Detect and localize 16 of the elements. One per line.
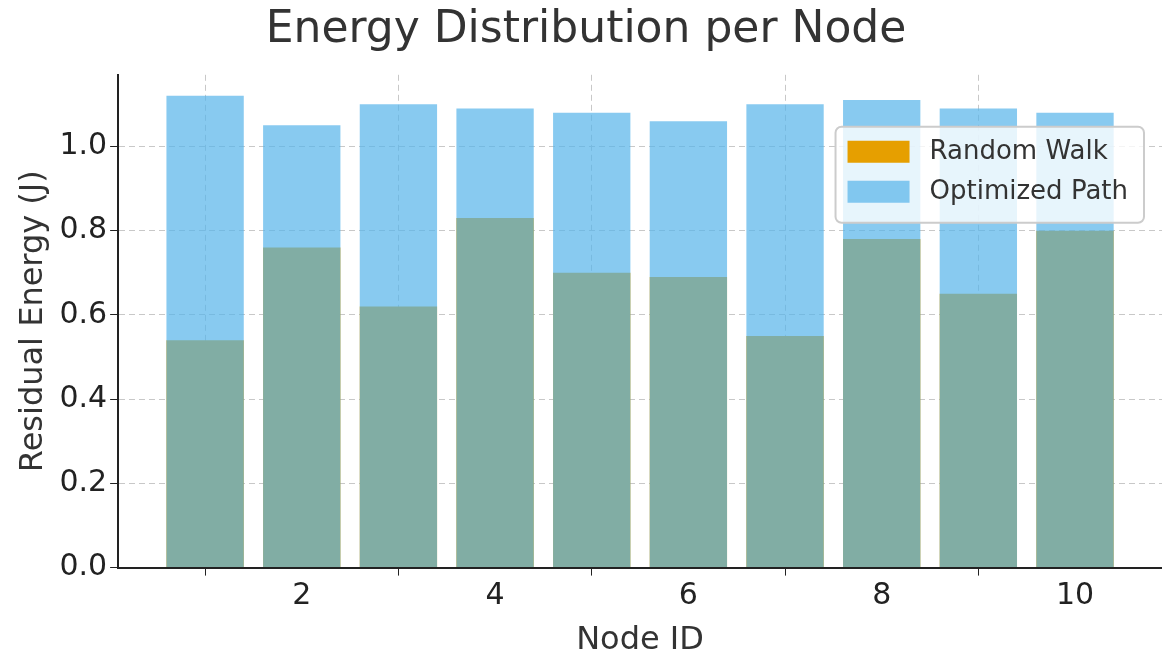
x-tick-label: 10 [1055,576,1095,612]
y-tick-label: 1.0 [59,126,108,162]
y-tick-label: 0.8 [59,210,108,246]
x-tick-label: 2 [292,576,312,612]
x-tick-label: 4 [485,576,505,612]
x-tick-label: 6 [678,576,698,612]
y-tick-label: 0.6 [59,294,108,330]
legend-label: Random Walk [929,134,1108,165]
y-axis-title: Residual Energy (J) [11,170,50,473]
y-tick-label: 0.2 [59,463,108,499]
chart-title: Energy Distribution per Node [265,0,907,52]
x-tick-label: 8 [872,576,892,612]
x-axis-title: Node ID [576,619,704,658]
legend-label: Optimized Path [929,174,1128,205]
y-tick-label: 0.4 [59,378,108,414]
y-tick-label: 0.0 [59,547,108,583]
